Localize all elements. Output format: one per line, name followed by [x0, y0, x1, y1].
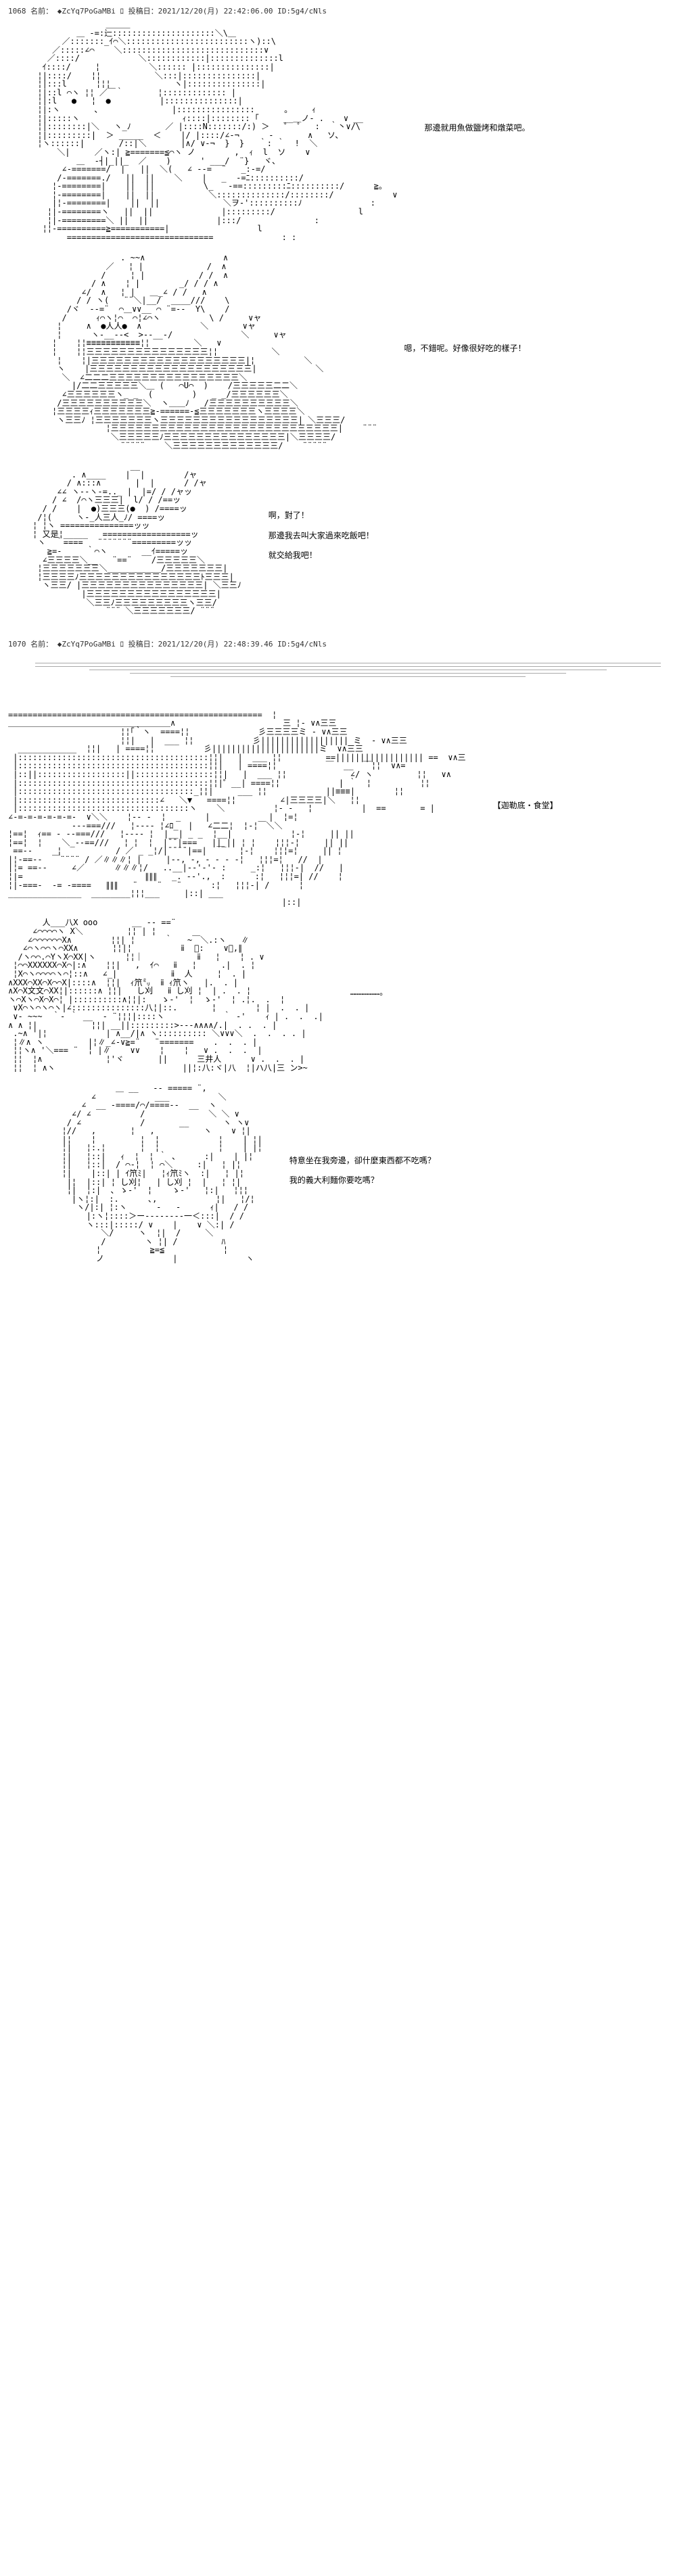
line: 【迦勒底・食堂】 [493, 799, 558, 814]
dialogue-text: 特意坐在我旁邊，卻什麼東西都不吃嗎？ 我的義大利麵你要吃嗎？ [289, 1154, 436, 1194]
panel-1: ＿＿＿ ＿ -=:辷:::::::::::::::::::::＼\＿ ／::::… [8, 20, 688, 241]
dialogue-text: 那邊就用魚做鹽烤和燉菜吧。 [425, 121, 530, 141]
panel-4: ========================================… [8, 711, 688, 907]
dialogue-text: 嗯，不錯呢。好像很好吃的樣子！ [404, 342, 526, 362]
post-1068: 1068 名前： ◆ZcYq7PoGaMBi ﾛ 投稿日：2021/12/20(… [0, 0, 696, 633]
ascii-art-girl-side: 人___八X ooo __ -- ==¨ ∠⌒⌒⌒⌒ヽ X＼ ¦¦ | ¦ ∠⌒… [8, 918, 323, 1072]
line: ………………。 [350, 985, 388, 1000]
post-header: 1068 名前： ◆ZcYq7PoGaMBi ﾛ 投稿日：2021/12/20(… [8, 5, 688, 16]
ascii-art-room: ========================================… [8, 711, 466, 907]
line: 嗯，不錯呢。好像很好吃的樣子！ [404, 342, 526, 356]
line: 特意坐在我旁邊，卻什麼東西都不吃嗎？ [289, 1154, 436, 1169]
panel-3: __ . ∧____ | | /ャ / ∧:::∧ | | / /ャ ∠∠ ヽ-… [8, 462, 688, 615]
line: 那邊就用魚做鹽烤和燉菜吧。 [425, 121, 530, 136]
post-1070: 1070 名前： ◆ZcYq7PoGaMBi ﾛ 投稿日：2021/12/20(… [0, 633, 696, 1281]
line: 就交給我吧！ [269, 548, 374, 563]
divider-lines [8, 663, 688, 677]
panel-2: . ~~∧ ∧ ／ ¦ | / ∧ / ¦ | / / ∧ / ∧ ¦ | _/… [8, 254, 688, 450]
dialogue-text: 啊，對了！ 那邊我去叫大家過來吃飯吧！ 就交給我吧！ [269, 509, 374, 569]
ascii-art-girl: ＿＿＿ ＿ -=:辷:::::::::::::::::::::＼\＿ ／::::… [8, 20, 398, 241]
ascii-art-spiky: . ~~∧ ∧ ／ ¦ | / ∧ / ¦ | / / ∧ / ∧ ¦ | _/… [8, 254, 377, 450]
dialogue-text: ………………。 [350, 985, 388, 1006]
ascii-art-spiky-small: __ . ∧____ | | /ャ / ∧:::∧ | | / /ャ ∠∠ ヽ-… [8, 462, 241, 615]
dialogue-text: 【迦勒底・食堂】 [493, 799, 558, 819]
post-header: 1070 名前： ◆ZcYq7PoGaMBi ﾛ 投稿日：2021/12/20(… [8, 638, 688, 649]
line: 啊，對了！ [269, 509, 374, 523]
line: 那邊我去叫大家過來吃飯吧！ [269, 529, 374, 544]
panel-5: 人___八X ooo __ -- ==¨ ∠⌒⌒⌒⌒ヽ X＼ ¦¦ | ¦ ∠⌒… [8, 918, 688, 1072]
panel-6: ＿ __ -- ===== ¨, ∠ ___ ＼ ∠ __ -====/⌒/==… [8, 1084, 688, 1263]
line: 我的義大利麵你要吃嗎？ [289, 1173, 436, 1188]
ascii-art-girl-front: ＿ __ -- ===== ¨, ∠ ___ ＼ ∠ __ -====/⌒/==… [8, 1084, 262, 1263]
